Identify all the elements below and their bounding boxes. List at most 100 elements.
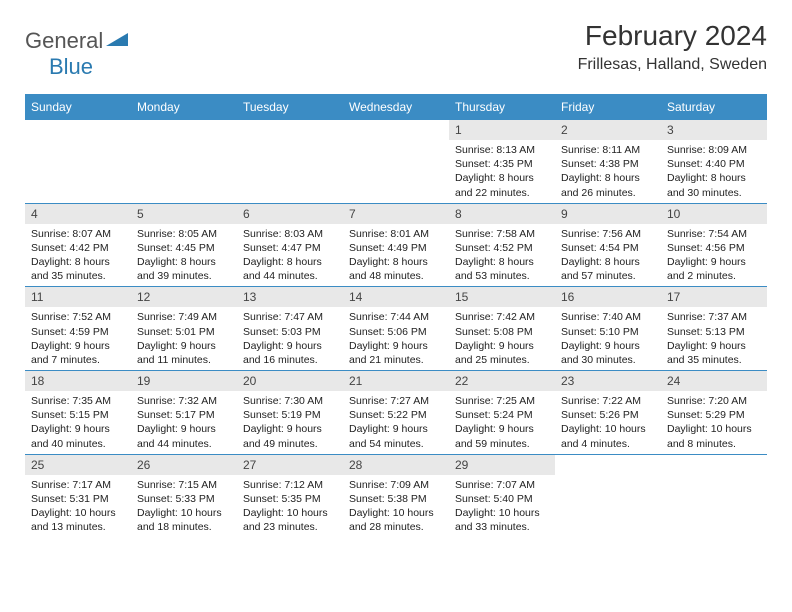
day-number: 1 — [449, 120, 555, 140]
day-number: 24 — [661, 371, 767, 391]
calendar-day-cell: 24Sunrise: 7:20 AMSunset: 5:29 PMDayligh… — [661, 371, 767, 455]
weekday-header: Saturday — [661, 95, 767, 120]
day-number: 3 — [661, 120, 767, 140]
calendar-day-cell — [25, 120, 131, 204]
calendar-day-cell: 13Sunrise: 7:47 AMSunset: 5:03 PMDayligh… — [237, 287, 343, 371]
day-details: Sunrise: 7:44 AMSunset: 5:06 PMDaylight:… — [343, 307, 449, 370]
day-details: Sunrise: 7:20 AMSunset: 5:29 PMDaylight:… — [661, 391, 767, 454]
calendar-day-cell: 25Sunrise: 7:17 AMSunset: 5:31 PMDayligh… — [25, 454, 131, 537]
calendar-head: SundayMondayTuesdayWednesdayThursdayFrid… — [25, 95, 767, 120]
day-details: Sunrise: 8:09 AMSunset: 4:40 PMDaylight:… — [661, 140, 767, 203]
day-number: 7 — [343, 204, 449, 224]
calendar-day-cell — [343, 120, 449, 204]
day-number: 16 — [555, 287, 661, 307]
calendar-page: General February 2024 Frillesas, Halland… — [0, 0, 792, 557]
calendar-day-cell: 1Sunrise: 8:13 AMSunset: 4:35 PMDaylight… — [449, 120, 555, 204]
location: Frillesas, Halland, Sweden — [578, 56, 767, 74]
calendar-day-cell: 14Sunrise: 7:44 AMSunset: 5:06 PMDayligh… — [343, 287, 449, 371]
calendar-day-cell: 23Sunrise: 7:22 AMSunset: 5:26 PMDayligh… — [555, 371, 661, 455]
calendar-day-cell — [131, 120, 237, 204]
day-details: Sunrise: 7:47 AMSunset: 5:03 PMDaylight:… — [237, 307, 343, 370]
day-number: 12 — [131, 287, 237, 307]
calendar-table: SundayMondayTuesdayWednesdayThursdayFrid… — [25, 94, 767, 537]
calendar-day-cell: 11Sunrise: 7:52 AMSunset: 4:59 PMDayligh… — [25, 287, 131, 371]
weekday-header: Tuesday — [237, 95, 343, 120]
calendar-day-cell: 29Sunrise: 7:07 AMSunset: 5:40 PMDayligh… — [449, 454, 555, 537]
day-number: 27 — [237, 455, 343, 475]
calendar-week-row: 25Sunrise: 7:17 AMSunset: 5:31 PMDayligh… — [25, 454, 767, 537]
day-number: 5 — [131, 204, 237, 224]
title-block: February 2024 Frillesas, Halland, Sweden — [578, 20, 767, 74]
day-number: 25 — [25, 455, 131, 475]
day-number: 23 — [555, 371, 661, 391]
day-number: 14 — [343, 287, 449, 307]
calendar-day-cell — [555, 454, 661, 537]
logo-text-blue: Blue — [49, 54, 93, 79]
day-details: Sunrise: 7:42 AMSunset: 5:08 PMDaylight:… — [449, 307, 555, 370]
weekday-row: SundayMondayTuesdayWednesdayThursdayFrid… — [25, 95, 767, 120]
day-number: 4 — [25, 204, 131, 224]
calendar-week-row: 1Sunrise: 8:13 AMSunset: 4:35 PMDaylight… — [25, 120, 767, 204]
weekday-header: Thursday — [449, 95, 555, 120]
day-details: Sunrise: 7:54 AMSunset: 4:56 PMDaylight:… — [661, 224, 767, 287]
day-details: Sunrise: 7:27 AMSunset: 5:22 PMDaylight:… — [343, 391, 449, 454]
day-number: 28 — [343, 455, 449, 475]
day-number: 6 — [237, 204, 343, 224]
logo-text-general: General — [25, 28, 103, 54]
day-number: 10 — [661, 204, 767, 224]
calendar-day-cell: 28Sunrise: 7:09 AMSunset: 5:38 PMDayligh… — [343, 454, 449, 537]
day-details: Sunrise: 8:11 AMSunset: 4:38 PMDaylight:… — [555, 140, 661, 203]
calendar-day-cell — [661, 454, 767, 537]
day-number: 21 — [343, 371, 449, 391]
calendar-day-cell: 4Sunrise: 8:07 AMSunset: 4:42 PMDaylight… — [25, 203, 131, 287]
day-details: Sunrise: 7:58 AMSunset: 4:52 PMDaylight:… — [449, 224, 555, 287]
day-number: 15 — [449, 287, 555, 307]
calendar-day-cell: 20Sunrise: 7:30 AMSunset: 5:19 PMDayligh… — [237, 371, 343, 455]
day-number: 26 — [131, 455, 237, 475]
calendar-day-cell: 22Sunrise: 7:25 AMSunset: 5:24 PMDayligh… — [449, 371, 555, 455]
calendar-day-cell: 7Sunrise: 8:01 AMSunset: 4:49 PMDaylight… — [343, 203, 449, 287]
calendar-day-cell: 18Sunrise: 7:35 AMSunset: 5:15 PMDayligh… — [25, 371, 131, 455]
day-details: Sunrise: 7:17 AMSunset: 5:31 PMDaylight:… — [25, 475, 131, 538]
calendar-day-cell: 9Sunrise: 7:56 AMSunset: 4:54 PMDaylight… — [555, 203, 661, 287]
day-details: Sunrise: 7:52 AMSunset: 4:59 PMDaylight:… — [25, 307, 131, 370]
calendar-day-cell: 27Sunrise: 7:12 AMSunset: 5:35 PMDayligh… — [237, 454, 343, 537]
calendar-day-cell: 6Sunrise: 8:03 AMSunset: 4:47 PMDaylight… — [237, 203, 343, 287]
day-details: Sunrise: 7:09 AMSunset: 5:38 PMDaylight:… — [343, 475, 449, 538]
page-title: February 2024 — [578, 20, 767, 52]
day-number: 11 — [25, 287, 131, 307]
day-number: 8 — [449, 204, 555, 224]
calendar-day-cell: 10Sunrise: 7:54 AMSunset: 4:56 PMDayligh… — [661, 203, 767, 287]
weekday-header: Friday — [555, 95, 661, 120]
calendar-day-cell: 3Sunrise: 8:09 AMSunset: 4:40 PMDaylight… — [661, 120, 767, 204]
calendar-day-cell: 21Sunrise: 7:27 AMSunset: 5:22 PMDayligh… — [343, 371, 449, 455]
day-number: 19 — [131, 371, 237, 391]
logo: General — [25, 28, 128, 54]
day-details: Sunrise: 7:56 AMSunset: 4:54 PMDaylight:… — [555, 224, 661, 287]
day-details: Sunrise: 8:03 AMSunset: 4:47 PMDaylight:… — [237, 224, 343, 287]
calendar-day-cell: 5Sunrise: 8:05 AMSunset: 4:45 PMDaylight… — [131, 203, 237, 287]
day-number: 2 — [555, 120, 661, 140]
calendar-day-cell: 16Sunrise: 7:40 AMSunset: 5:10 PMDayligh… — [555, 287, 661, 371]
weekday-header: Wednesday — [343, 95, 449, 120]
day-number: 29 — [449, 455, 555, 475]
day-details: Sunrise: 7:32 AMSunset: 5:17 PMDaylight:… — [131, 391, 237, 454]
calendar-day-cell: 17Sunrise: 7:37 AMSunset: 5:13 PMDayligh… — [661, 287, 767, 371]
day-details: Sunrise: 7:25 AMSunset: 5:24 PMDaylight:… — [449, 391, 555, 454]
day-details: Sunrise: 7:49 AMSunset: 5:01 PMDaylight:… — [131, 307, 237, 370]
weekday-header: Monday — [131, 95, 237, 120]
day-number: 13 — [237, 287, 343, 307]
calendar-day-cell: 19Sunrise: 7:32 AMSunset: 5:17 PMDayligh… — [131, 371, 237, 455]
day-details: Sunrise: 8:01 AMSunset: 4:49 PMDaylight:… — [343, 224, 449, 287]
day-details: Sunrise: 7:22 AMSunset: 5:26 PMDaylight:… — [555, 391, 661, 454]
calendar-day-cell: 12Sunrise: 7:49 AMSunset: 5:01 PMDayligh… — [131, 287, 237, 371]
day-details: Sunrise: 7:37 AMSunset: 5:13 PMDaylight:… — [661, 307, 767, 370]
day-number: 9 — [555, 204, 661, 224]
day-number: 18 — [25, 371, 131, 391]
calendar-day-cell — [237, 120, 343, 204]
day-details: Sunrise: 7:30 AMSunset: 5:19 PMDaylight:… — [237, 391, 343, 454]
calendar-week-row: 18Sunrise: 7:35 AMSunset: 5:15 PMDayligh… — [25, 371, 767, 455]
weekday-header: Sunday — [25, 95, 131, 120]
logo-triangle-icon — [106, 30, 128, 51]
day-details: Sunrise: 8:05 AMSunset: 4:45 PMDaylight:… — [131, 224, 237, 287]
